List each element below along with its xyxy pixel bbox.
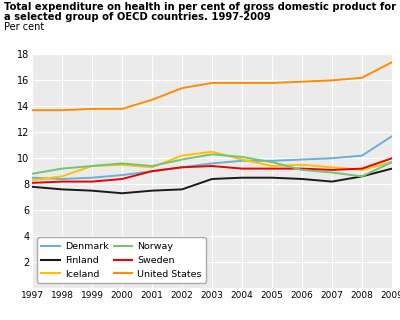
Finland	[150, 189, 154, 193]
Finland	[210, 177, 214, 181]
United States	[240, 81, 244, 85]
Sweden	[60, 180, 64, 183]
Sweden	[270, 167, 274, 171]
Finland	[330, 180, 334, 183]
Finland	[300, 177, 304, 181]
Sweden	[240, 167, 244, 171]
United States	[150, 98, 154, 102]
Iceland	[270, 164, 274, 168]
Norway	[240, 155, 244, 159]
Sweden	[390, 156, 394, 160]
United States	[330, 78, 334, 82]
Iceland	[90, 164, 94, 168]
United States	[180, 86, 184, 90]
Sweden	[120, 177, 124, 181]
Line: Denmark: Denmark	[32, 136, 392, 179]
Norway	[180, 158, 184, 162]
Finland	[90, 189, 94, 193]
Norway	[150, 164, 154, 168]
Finland	[390, 167, 394, 171]
Denmark	[180, 165, 184, 169]
Norway	[210, 152, 214, 156]
Sweden	[360, 167, 364, 171]
Denmark	[270, 159, 274, 163]
United States	[360, 76, 364, 80]
Denmark	[60, 177, 64, 181]
Text: Per cent: Per cent	[4, 22, 44, 32]
Finland	[270, 176, 274, 180]
Iceland	[60, 174, 64, 178]
Sweden	[330, 168, 334, 172]
Iceland	[180, 154, 184, 157]
Line: Sweden: Sweden	[32, 158, 392, 183]
Text: Total expenditure on health in per cent of gross domestic product for: Total expenditure on health in per cent …	[4, 2, 396, 12]
Iceland	[390, 160, 394, 164]
Norway	[300, 168, 304, 172]
Denmark	[90, 176, 94, 180]
Denmark	[120, 173, 124, 177]
Sweden	[30, 181, 34, 185]
Finland	[120, 191, 124, 195]
Sweden	[90, 180, 94, 183]
Denmark	[150, 169, 154, 173]
Norway	[60, 167, 64, 171]
Line: Iceland: Iceland	[32, 152, 392, 180]
Finland	[240, 176, 244, 180]
Text: a selected group of OECD countries. 1997-2009: a selected group of OECD countries. 1997…	[4, 12, 271, 22]
Norway	[270, 160, 274, 164]
Norway	[90, 164, 94, 168]
Denmark	[30, 176, 34, 180]
Iceland	[360, 168, 364, 172]
United States	[270, 81, 274, 85]
Iceland	[240, 158, 244, 162]
Iceland	[30, 178, 34, 182]
United States	[90, 107, 94, 111]
Norway	[390, 160, 394, 164]
United States	[120, 107, 124, 111]
Sweden	[150, 169, 154, 173]
Norway	[360, 174, 364, 178]
Sweden	[180, 165, 184, 169]
Norway	[30, 172, 34, 176]
United States	[210, 81, 214, 85]
Denmark	[240, 159, 244, 163]
Denmark	[300, 158, 304, 162]
Finland	[30, 185, 34, 189]
United States	[30, 108, 34, 112]
Iceland	[300, 163, 304, 167]
Finland	[180, 188, 184, 191]
Iceland	[120, 163, 124, 167]
Iceland	[210, 150, 214, 154]
Denmark	[330, 156, 334, 160]
United States	[390, 60, 394, 64]
Finland	[60, 188, 64, 191]
Legend: Denmark, Finland, Iceland, Norway, Sweden, United States: Denmark, Finland, Iceland, Norway, Swede…	[37, 237, 206, 283]
Denmark	[390, 134, 394, 138]
Sweden	[300, 167, 304, 171]
Line: Finland: Finland	[32, 169, 392, 193]
United States	[300, 80, 304, 84]
Line: United States: United States	[32, 62, 392, 110]
Norway	[120, 162, 124, 165]
Iceland	[150, 165, 154, 169]
Finland	[360, 174, 364, 178]
Sweden	[210, 164, 214, 168]
Norway	[330, 171, 334, 174]
United States	[60, 108, 64, 112]
Iceland	[330, 165, 334, 169]
Denmark	[210, 162, 214, 165]
Line: Norway: Norway	[32, 154, 392, 176]
Denmark	[360, 154, 364, 157]
